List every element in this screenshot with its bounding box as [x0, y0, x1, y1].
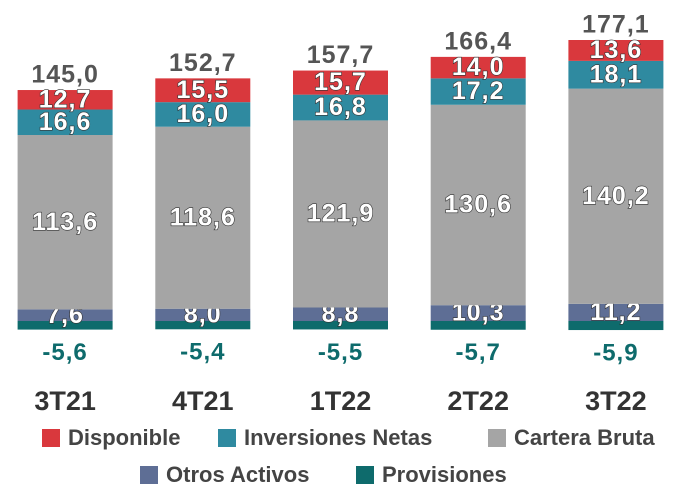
value-label: -5,7 [456, 339, 501, 366]
bar-segment [155, 78, 251, 103]
value-label: 118,6 [170, 203, 236, 231]
x-tick-label: 4T21 [172, 386, 234, 416]
bar-segment [430, 78, 526, 105]
bar-segment [293, 120, 388, 308]
legend-label: Otros Activos [166, 462, 309, 486]
value-label: 140,2 [582, 182, 650, 210]
value-label: -5,4 [180, 339, 225, 366]
bar-segment [155, 126, 251, 309]
x-tick-label: 1T22 [310, 386, 372, 416]
total-label: 152,7 [169, 49, 237, 77]
value-label: 16,6 [39, 108, 92, 136]
bar-segment [430, 56, 526, 79]
bar-segment [17, 90, 113, 110]
legend-swatch [218, 429, 236, 447]
bar-segment [155, 308, 251, 321]
total-label: 166,4 [444, 27, 512, 55]
bar-segment [430, 321, 526, 330]
bar-segment [568, 40, 664, 61]
value-label: 13,6 [590, 36, 643, 64]
bar-segment [568, 60, 664, 89]
legend-label: Provisiones [382, 462, 507, 486]
value-label: 14,0 [452, 53, 505, 81]
bar-segment [430, 305, 526, 321]
bar-segment [17, 321, 113, 330]
value-label: 130,6 [444, 191, 512, 219]
x-tick-label: 2T22 [447, 386, 509, 416]
bar-segment [430, 104, 526, 306]
bar-segment [293, 321, 388, 330]
total-label: 157,7 [307, 41, 375, 69]
value-label: -5,6 [42, 339, 87, 366]
bar-segment [293, 70, 388, 95]
legend-label: Cartera Bruta [514, 425, 655, 450]
bar-segment [293, 307, 388, 321]
bar-segment [17, 134, 113, 310]
bar-segment [155, 321, 251, 330]
value-label: 113,6 [32, 208, 98, 236]
value-label: 7,6 [46, 301, 84, 329]
value-label: 12,7 [39, 85, 92, 113]
bar-segment [17, 309, 113, 321]
value-label: 15,5 [176, 76, 229, 104]
value-label: 16,8 [314, 93, 367, 121]
x-tick-label: 3T21 [34, 386, 96, 416]
bar-segment [293, 94, 388, 121]
bar-segment [17, 109, 113, 135]
legend-swatch [140, 466, 158, 484]
value-label: 121,9 [307, 200, 375, 228]
value-label: 17,2 [452, 77, 505, 105]
legend-swatch [42, 429, 60, 447]
bar-segment [568, 303, 664, 321]
total-label: 177,1 [582, 11, 650, 39]
bar-segment [568, 88, 664, 304]
legend-swatch [488, 429, 506, 447]
legend-label: Inversiones Netas [244, 425, 432, 450]
bar-segment [155, 102, 251, 127]
bar-segment [568, 321, 664, 331]
x-tick-label: 3T22 [585, 386, 647, 416]
value-label: 15,7 [314, 68, 367, 96]
value-label: 18,1 [590, 60, 643, 88]
value-label: -5,5 [318, 339, 363, 366]
value-label: 16,0 [176, 100, 229, 128]
value-label: -5,9 [593, 339, 638, 366]
total-label: 145,0 [31, 61, 99, 89]
legend-swatch [356, 466, 374, 484]
legend-label: Disponible [68, 425, 180, 450]
